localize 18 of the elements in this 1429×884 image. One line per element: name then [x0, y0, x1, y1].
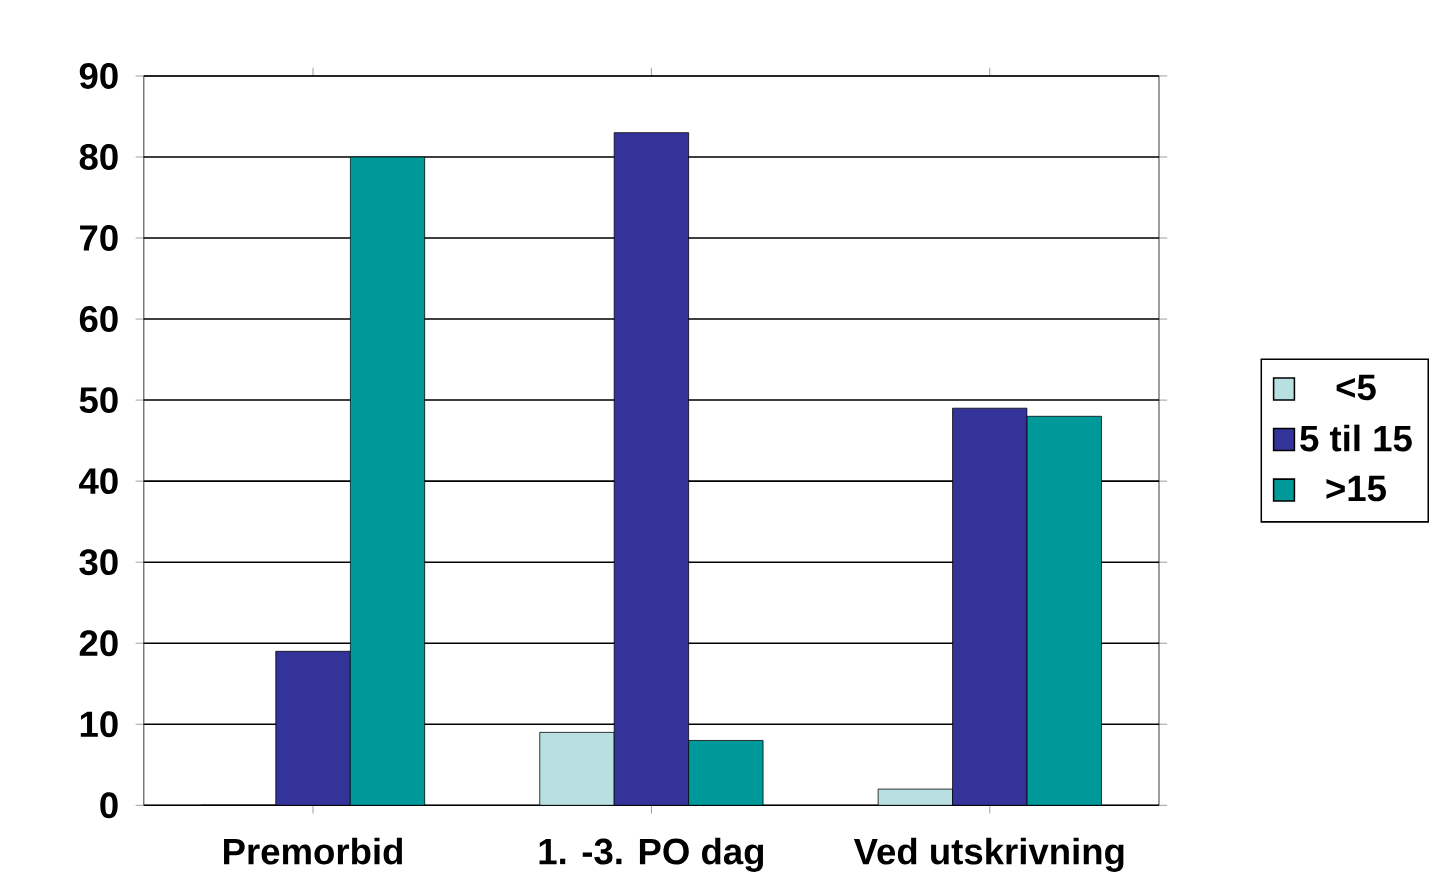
legend-label: 5 til 15: [1300, 424, 1412, 452]
y-tick-label: 30: [79, 549, 118, 576]
x-tick-label: Premorbid: [224, 837, 403, 865]
y-tick-label: 10: [80, 711, 118, 738]
x-tick-label: 1. -3. PO dag: [539, 837, 764, 872]
x-tick-label: Ved utskrivning: [853, 837, 1124, 872]
y-tick-label: 50: [79, 387, 118, 414]
legend-label: >15: [1326, 475, 1386, 502]
y-tick-label: 20: [79, 630, 118, 657]
legend-label: <5: [1336, 374, 1376, 401]
y-tick-label: 70: [80, 225, 118, 251]
bar: [539, 731, 615, 806]
y-tick-label: 90: [79, 62, 118, 89]
y-tick-label: 80: [79, 144, 118, 170]
y-tick-label: 40: [79, 468, 118, 495]
bar: [877, 788, 953, 806]
y-tick-label: 0: [100, 792, 118, 819]
y-tick-label: 60: [79, 306, 118, 332]
